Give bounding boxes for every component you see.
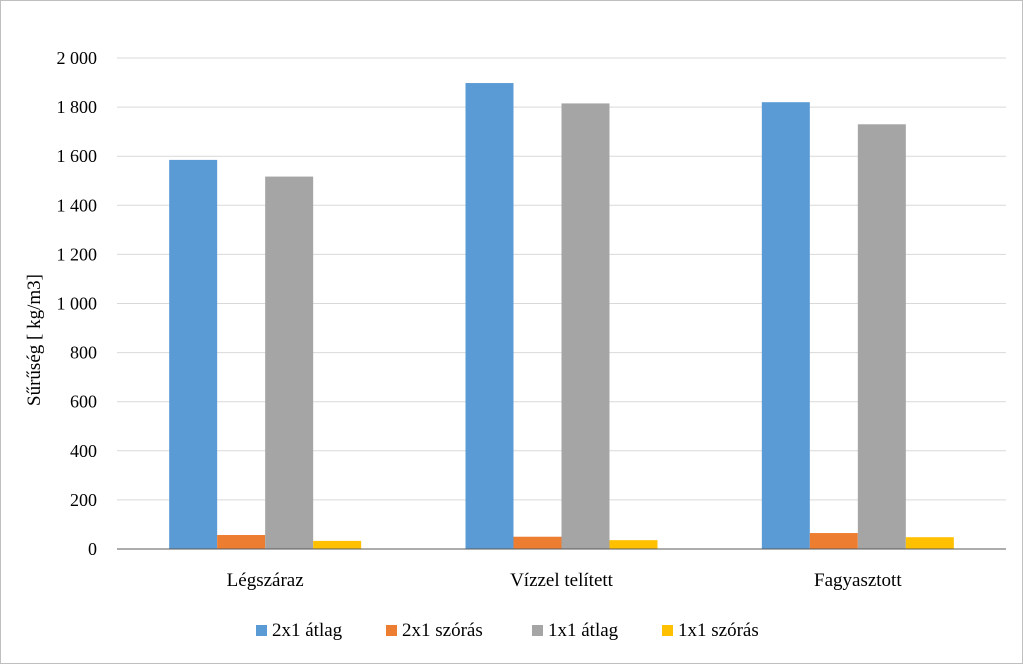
y-tick-label: 0 xyxy=(88,539,97,559)
bar-2-2 xyxy=(513,536,562,549)
y-tick-label: 1 600 xyxy=(57,146,98,166)
y-tick-label: 1 200 xyxy=(57,244,98,264)
bar-2-3 xyxy=(809,533,858,549)
legend-label: 1x1 szórás xyxy=(678,620,759,641)
bar-1-1 xyxy=(169,159,218,549)
legend-label: 1x1 átlag xyxy=(548,620,619,641)
y-tick-label: 1 400 xyxy=(57,195,98,215)
y-tick-label: 2 000 xyxy=(57,48,98,68)
bar-3-2 xyxy=(561,103,610,549)
bar-1-3 xyxy=(761,102,810,549)
y-tick-label: 200 xyxy=(70,490,97,510)
y-tick-label: 800 xyxy=(70,343,97,363)
y-tick-label: 600 xyxy=(70,392,97,412)
bars xyxy=(169,83,954,549)
bar-3-1 xyxy=(265,176,314,549)
bar-2-1 xyxy=(217,535,266,549)
bar-4-3 xyxy=(905,537,954,549)
legend-swatch xyxy=(662,625,673,636)
legend-label: 2x1 átlag xyxy=(272,620,343,641)
y-tick-label: 1 800 xyxy=(57,97,98,117)
y-axis-title: Sűrűség [ kg/m3] xyxy=(24,274,45,406)
legend-swatch xyxy=(386,625,397,636)
bar-1-2 xyxy=(465,83,514,549)
bar-3-3 xyxy=(857,124,906,549)
bar-4-2 xyxy=(609,540,658,549)
y-tick-label: 1 000 xyxy=(57,294,98,314)
legend-swatch xyxy=(256,625,267,636)
bar-4-1 xyxy=(313,540,362,549)
y-tick-label: 400 xyxy=(70,441,97,461)
legend: 2x1 átlag 2x1 szórás 1x1 átlag 1x1 szórás xyxy=(256,620,759,641)
x-category-label: Vízzel telített xyxy=(510,570,614,591)
x-category-label: Fagyasztott xyxy=(814,570,902,591)
x-category-label: Légszáraz xyxy=(227,570,304,591)
axes: 0 200 400 600 800 1 000 1 200 1 400 1 600 1 800 2 … xyxy=(57,48,1006,591)
legend-label: 2x1 szórás xyxy=(402,620,483,641)
legend-swatch xyxy=(532,625,543,636)
